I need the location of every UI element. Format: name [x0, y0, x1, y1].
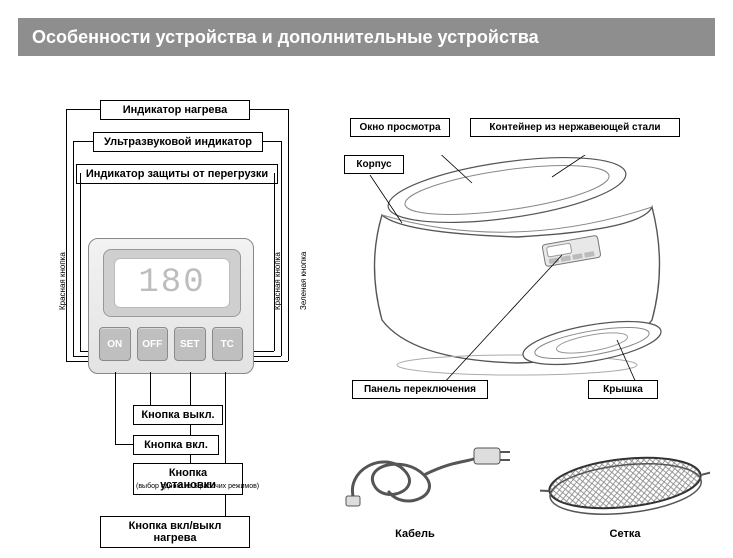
- label-heat-indicator: Индикатор нагрева: [100, 100, 250, 120]
- label-off-button: Кнопка выкл.: [133, 405, 223, 425]
- cable-illustration: [334, 430, 514, 524]
- label-switch-panel: Панель переключения: [352, 380, 488, 399]
- panel-button-row: ON OFF SET TC: [99, 327, 243, 361]
- label-set-button: Кнопка установки: [133, 463, 243, 495]
- off-button[interactable]: OFF: [137, 327, 169, 361]
- vlabel-red-right: Красная кнопка: [273, 252, 282, 310]
- label-overload-indicator: Индикатор защиты от перегрузки: [76, 164, 278, 184]
- label-body: Корпус: [344, 155, 404, 174]
- on-button[interactable]: ON: [99, 327, 131, 361]
- title-bar: Особенности устройства и дополнительные …: [18, 18, 715, 56]
- tc-button[interactable]: TC: [212, 327, 244, 361]
- label-heat-button: Кнопка вкл/выкл нагрева: [100, 516, 250, 548]
- display-screen: 180: [114, 258, 230, 308]
- device-illustration: [352, 155, 682, 385]
- vlabel-green-right: Зеленая кнопка: [299, 252, 308, 310]
- label-lid: Крышка: [588, 380, 658, 399]
- display-digits: 180: [138, 264, 205, 302]
- vlabel-red-left: Красная кнопка: [58, 252, 67, 310]
- label-set-sub: (выбор одного из 5 рабочих режимов): [136, 483, 286, 490]
- caption-cable: Кабель: [380, 528, 450, 540]
- display-panel: 180 ON OFF SET TC: [88, 238, 254, 374]
- label-view-window: Окно просмотра: [350, 118, 450, 137]
- caption-mesh: Сетка: [590, 528, 660, 540]
- label-on-button: Кнопка вкл.: [133, 435, 219, 455]
- device-svg: [352, 155, 682, 385]
- set-button[interactable]: SET: [174, 327, 206, 361]
- display-screen-outer: 180: [103, 249, 241, 317]
- mesh-illustration: [540, 445, 710, 525]
- label-steel-container: Контейнер из нержавеющей стали: [470, 118, 680, 137]
- label-ultrasonic-indicator: Ультразвуковой индикатор: [93, 132, 263, 152]
